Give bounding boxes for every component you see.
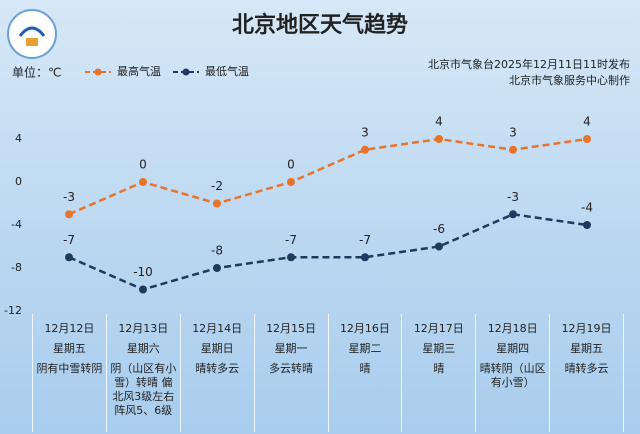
value-label: 4	[583, 115, 591, 129]
y-tick-label: -4	[11, 218, 22, 231]
table-cell: 星期二	[348, 342, 382, 355]
table-column: 12月15日 星期一多云转晴	[253, 314, 328, 432]
table-cell: 晴	[359, 362, 371, 375]
value-label: -4	[581, 201, 593, 215]
value-label: -8	[211, 244, 223, 258]
y-tick-label: -12	[4, 304, 22, 314]
table-cell: 12月15日	[266, 322, 317, 335]
table-column: 12月18日 星期四晴转阴（山区有小雪）	[475, 314, 549, 432]
point	[361, 145, 369, 154]
point	[509, 145, 517, 154]
point	[287, 253, 295, 262]
table-cell: 12月18日	[487, 322, 538, 335]
note: 北京市气象台2025年12月11日11时发布	[428, 57, 630, 71]
table-cell: 星期五	[52, 342, 86, 355]
point	[213, 264, 221, 272]
table-column: 12月13日 星期六阴（山区有小雪）转晴 偏北风3级左右 阵风5、6级	[105, 314, 180, 432]
table-cell: 晴转多云	[564, 362, 609, 375]
table: 12月12日 星期五 阴有中雪转阴 12月13日 星期六 阴（山区有小雪）转晴 偏北风3级…	[32, 314, 624, 432]
table-cell: 12月14日	[192, 322, 243, 335]
series-line	[68, 212, 588, 291]
point	[583, 221, 591, 229]
table-cell: 晴转多云	[195, 362, 240, 375]
value-label: -7	[359, 233, 371, 247]
table-cell: 12月12日	[44, 322, 95, 335]
table-column: 12月17日 星期三晴	[401, 314, 475, 432]
y-tick-label: 4	[15, 132, 22, 145]
table-cell: 星期六	[126, 342, 160, 355]
table-cell: 12月19日	[561, 322, 612, 335]
table-cell: 星期日	[200, 342, 234, 355]
point	[213, 199, 221, 208]
y-tick-label: 0	[15, 175, 22, 188]
table-cell: 12月17日	[413, 322, 464, 335]
point	[139, 285, 147, 294]
value-label: -7	[63, 233, 75, 247]
value-label: 3	[361, 125, 369, 139]
legend-label: 最低气温	[205, 64, 249, 78]
chart-title: 北京地区天气趋势	[232, 12, 408, 38]
point	[139, 178, 147, 186]
point	[435, 242, 443, 251]
table-cell: 12月13日	[118, 322, 169, 335]
table-column: 12月14日 星期日晴转多云	[179, 314, 254, 432]
table-cell: 12月16日	[339, 322, 390, 335]
legend-marker	[182, 68, 190, 76]
point	[509, 210, 517, 219]
value-label: -10	[133, 265, 153, 279]
table-cell: 星期三	[422, 342, 456, 355]
value-label: -7	[285, 233, 297, 247]
point	[287, 178, 295, 186]
y-tick-label: -8	[11, 261, 22, 274]
chart: 北京地区天气趋势 单位：℃ 北京市气象台2025年12月11日11时发布 北京市…	[4, 9, 630, 314]
logo	[7, 9, 57, 59]
value-label: -6	[433, 222, 445, 236]
point	[361, 253, 369, 262]
table-cell: 星期一	[274, 342, 308, 355]
table-column: 12月16日 星期二晴	[327, 314, 402, 432]
table-column: 12月19日 星期五晴转多云	[549, 314, 624, 432]
legend-label: 最高气温	[117, 64, 161, 78]
table-cell: 星期四	[496, 342, 530, 355]
value-label: 0	[139, 158, 147, 172]
point	[583, 135, 591, 143]
point	[65, 253, 73, 262]
point	[435, 135, 443, 143]
table-cell: 阴（山区有小雪）转晴 偏北风3级左右 阵风5、6级	[110, 362, 177, 417]
point	[65, 210, 73, 219]
table-cell: 多云转晴	[269, 362, 314, 375]
table-column: 12月12日 星期五阴有中雪转阴	[32, 314, 106, 432]
table-cell: 晴转阴（山区有小雪）	[479, 362, 546, 389]
note: 北京市气象服务中心制作	[509, 73, 630, 87]
legend-marker	[94, 68, 102, 76]
value-label: 0	[287, 158, 295, 172]
unit-label: 单位：℃	[12, 65, 61, 80]
value-label: -2	[211, 179, 223, 193]
table-cell: 星期五	[570, 342, 604, 355]
series-line	[68, 137, 588, 216]
value-label: -3	[63, 190, 75, 204]
value-label: 3	[509, 125, 517, 139]
value-label: -3	[507, 190, 519, 204]
table-cell: 阴有中雪转阴	[36, 362, 103, 375]
value-label: 4	[435, 115, 443, 129]
table-cell: 晴	[433, 362, 445, 375]
